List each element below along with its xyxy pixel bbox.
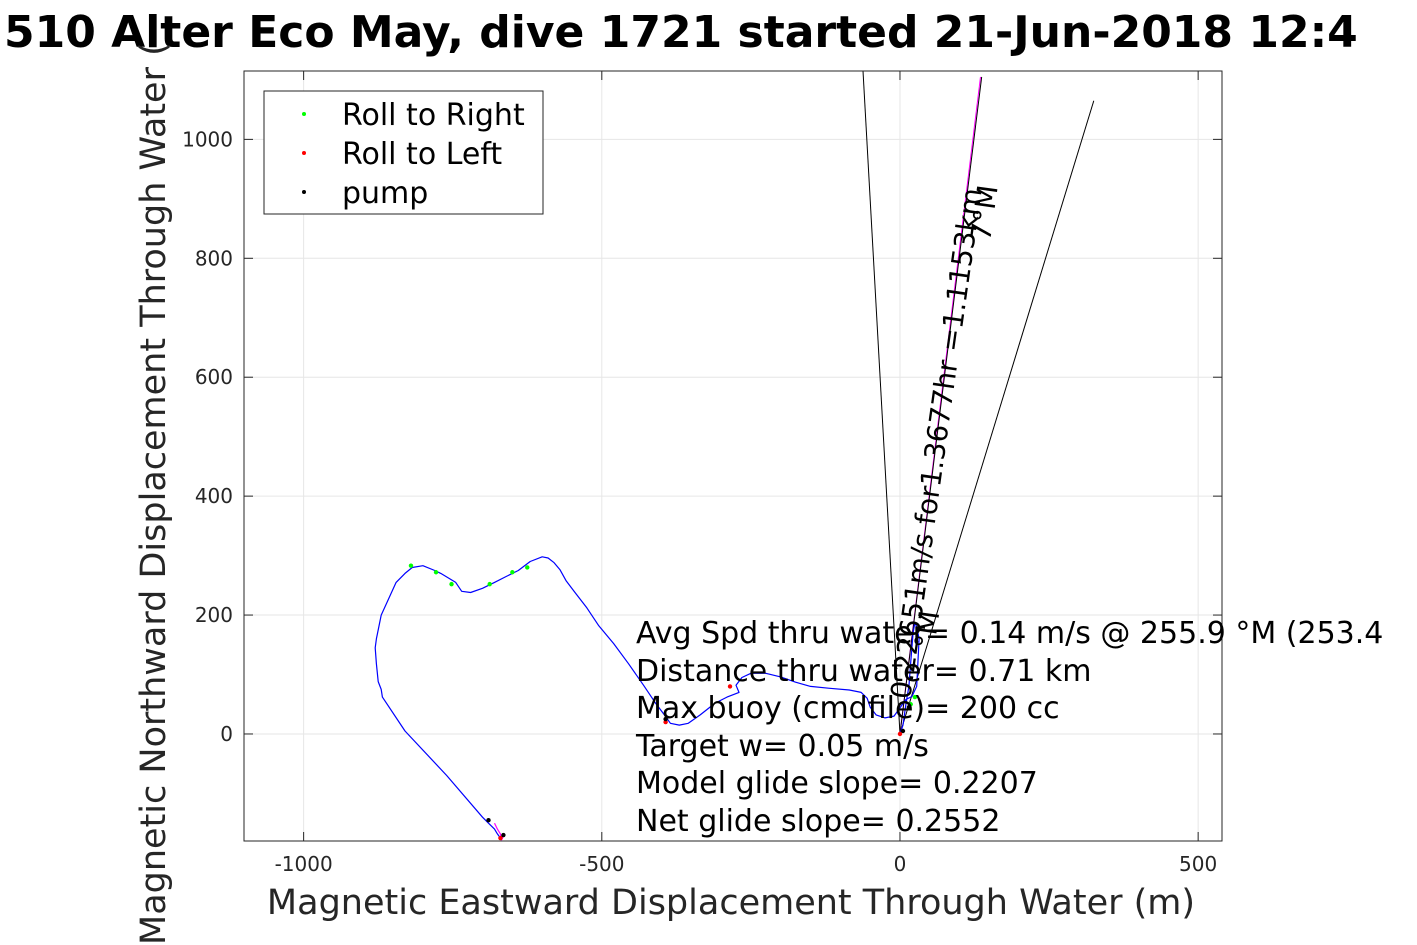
marker-roll-right: [408, 563, 414, 568]
marker-pump: [486, 817, 491, 823]
marker-roll-right: [912, 694, 918, 700]
y-tick-label: 400: [195, 484, 233, 508]
marker-roll-right: [525, 565, 530, 570]
y-tick-label: 800: [195, 246, 233, 270]
legend-label-roll-left: Roll to Left: [342, 137, 502, 172]
x-tick-label: 0: [894, 852, 907, 876]
stat-max-buoy: Max buoy (cmdfile)= 200 cc: [636, 691, 1060, 726]
x-tick-label: -500: [579, 852, 624, 876]
y-tick-labels: 0 200 400 600 800 1000: [182, 127, 233, 746]
legend-box: [263, 90, 544, 215]
legend-marker-roll-left: [302, 151, 306, 155]
x-axis-label: Magnetic Eastward Displacement Through W…: [267, 883, 1195, 923]
stats-block: Avg Spd thru water= 0.14 m/s @ 255.9 °M …: [635, 616, 1383, 839]
stat-avg-speed: Avg Spd thru water= 0.14 m/s @ 255.9 °M …: [636, 616, 1383, 651]
y-tick-label: 600: [195, 365, 233, 389]
plot-frame: [243, 70, 1223, 842]
bearing-line-3: [899, 76, 983, 735]
marker-roll-right: [433, 570, 439, 575]
y-axis-label: Magnetic Northward Displacement Through …: [134, 42, 174, 945]
marker-pump: [900, 728, 906, 734]
data-layer: [374, 71, 1095, 841]
y-tick-label: 0: [220, 722, 233, 746]
bearing-line-1: [899, 100, 1095, 735]
legend-label-roll-right: Roll to Right: [342, 98, 525, 133]
stat-target-w: Target w= 0.05 m/s: [635, 729, 929, 764]
stat-net-glide-slope: Net glide slope= 0.2552: [636, 804, 1000, 839]
x-tick-label: -1000: [275, 852, 333, 876]
series-track: [374, 556, 920, 839]
marker-pump: [906, 705, 912, 710]
legend: Roll to Right Roll to Left pump: [263, 90, 544, 215]
chart-title: 510 Alter Eco May, dive 1721 started 21-…: [4, 7, 1358, 58]
x-tick-label: 500: [1179, 852, 1217, 876]
stat-distance: Distance thru water= 0.71 km: [636, 654, 1091, 689]
bearing-degree-annotation: 7°M: [964, 183, 1004, 243]
marker-pump: [663, 716, 668, 722]
y-tick-label: 200: [195, 603, 233, 627]
axis-ticks: [244, 71, 1222, 841]
stat-model-glide-slope: Model glide slope= 0.2207: [636, 766, 1038, 801]
x-tick-labels: -1000 -500 0 500: [275, 852, 1218, 876]
marker-roll-left: [897, 731, 903, 737]
marker-roll-left: [727, 684, 733, 689]
marker-roll-left: [498, 835, 503, 841]
bearing-line-0: [862, 71, 901, 735]
grid-lines: [244, 71, 1222, 841]
marker-roll-right: [487, 581, 492, 587]
marker-roll-right: [449, 581, 454, 587]
marker-roll-right: [510, 570, 515, 575]
legend-label-pump: pump: [342, 176, 428, 211]
legend-marker-roll-right: [302, 112, 306, 116]
small-degree-annotation: °M: [908, 609, 946, 651]
legend-marker-pump: [302, 190, 306, 194]
marker-pump: [501, 832, 506, 838]
y-tick-label: 1000: [182, 127, 233, 151]
